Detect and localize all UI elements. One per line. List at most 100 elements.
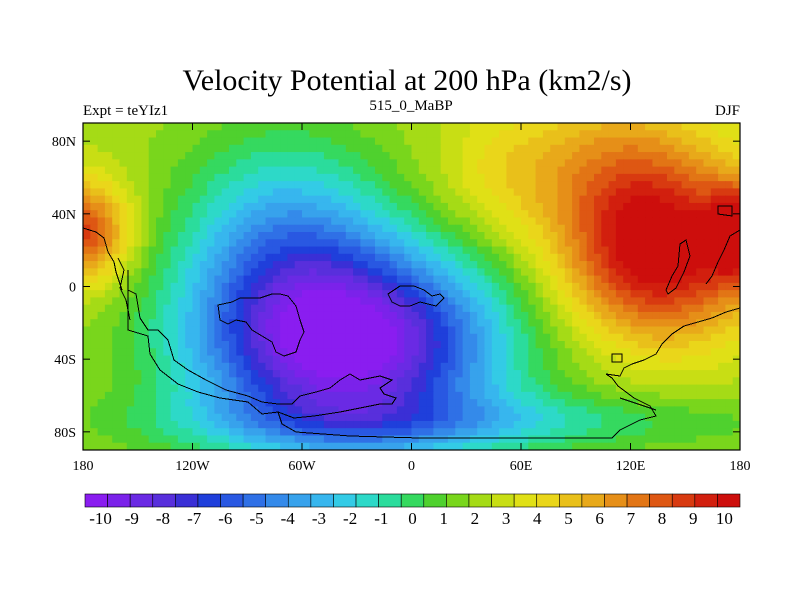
field-cell <box>331 275 340 284</box>
field-cell <box>134 413 142 422</box>
field-cell <box>192 319 201 328</box>
field-cell <box>645 326 653 335</box>
field-cell <box>287 290 296 298</box>
field-cell <box>411 406 420 415</box>
field-cell <box>615 297 624 306</box>
field-cell <box>404 428 413 437</box>
field-cell <box>513 290 522 298</box>
field-cell <box>119 362 128 371</box>
field-cell <box>491 202 500 211</box>
field-cell <box>703 268 712 277</box>
field-cell <box>258 290 267 298</box>
field-cell <box>382 355 391 364</box>
field-cell <box>586 224 595 233</box>
field-cell <box>696 428 705 437</box>
field-cell <box>331 268 340 277</box>
field-cell <box>148 181 157 189</box>
field-cell <box>718 246 726 255</box>
field-cell <box>382 282 391 291</box>
field-cell <box>134 195 142 204</box>
field-cell <box>440 297 449 306</box>
field-cell <box>294 159 303 168</box>
field-cell <box>389 181 398 189</box>
field-cell <box>528 326 537 335</box>
field-cell <box>345 144 354 153</box>
field-cell <box>302 253 310 262</box>
field-cell <box>521 319 529 328</box>
field-cell <box>367 341 376 349</box>
field-cell <box>229 188 237 197</box>
field-cell <box>119 144 128 153</box>
field-cell <box>316 348 325 357</box>
field-cell <box>433 253 442 262</box>
field-cell <box>221 333 230 342</box>
field-cell <box>521 246 529 255</box>
field-cell <box>163 268 172 277</box>
field-cell <box>272 362 281 371</box>
field-cell <box>345 297 354 306</box>
field-cell <box>207 362 215 371</box>
field-cell <box>97 188 106 197</box>
field-cell <box>375 188 383 197</box>
field-cell <box>732 435 740 444</box>
field-cell <box>83 173 91 182</box>
field-cell <box>258 217 267 226</box>
field-cell <box>513 217 522 226</box>
field-cell <box>141 442 150 450</box>
field-cell <box>163 391 172 400</box>
field-cell <box>353 253 361 262</box>
field-cell <box>703 319 712 328</box>
field-cell <box>623 326 632 335</box>
field-cell <box>594 282 602 291</box>
field-cell <box>645 391 653 400</box>
field-cell <box>696 391 705 400</box>
field-cell <box>83 188 91 197</box>
field-cell <box>112 261 121 269</box>
field-cell <box>579 428 588 437</box>
field-cell <box>112 420 121 429</box>
field-cell <box>652 130 661 139</box>
field-cell <box>250 391 259 400</box>
field-cell <box>433 384 442 393</box>
field-cell <box>535 202 544 211</box>
field-cell <box>411 348 420 357</box>
field-cell <box>221 253 230 262</box>
field-cell <box>265 123 274 131</box>
field-cell <box>229 290 237 298</box>
field-cell <box>309 304 318 313</box>
field-cell <box>586 399 595 407</box>
field-cell <box>323 224 332 233</box>
field-cell <box>572 377 580 386</box>
field-cell <box>455 399 464 407</box>
field-cell <box>499 217 507 226</box>
field-cell <box>615 341 624 349</box>
field-cell <box>579 210 588 219</box>
field-cell <box>272 166 281 175</box>
field-cell <box>272 268 281 277</box>
field-cell <box>703 152 712 160</box>
field-cell <box>659 391 668 400</box>
field-cell <box>542 246 551 255</box>
field-cell <box>404 297 413 306</box>
field-cell <box>214 348 223 357</box>
field-cell <box>382 391 391 400</box>
field-cell <box>229 173 237 182</box>
field-cell <box>265 181 274 189</box>
field-cell <box>389 137 398 146</box>
field-cell <box>214 246 223 255</box>
field-cell <box>455 311 464 320</box>
field-cell <box>433 261 442 269</box>
field-cell <box>221 210 230 219</box>
colorbar-label: -1 <box>374 509 388 528</box>
field-cell <box>557 428 566 437</box>
field-cell <box>375 384 383 393</box>
field-cell <box>484 210 493 219</box>
field-cell <box>280 442 288 450</box>
field-cell <box>367 420 376 429</box>
field-cell <box>667 173 675 182</box>
field-cell <box>97 377 106 386</box>
field-cell <box>725 391 734 400</box>
field-cell <box>396 224 405 233</box>
field-cell <box>645 195 653 204</box>
field-cell <box>141 304 150 313</box>
